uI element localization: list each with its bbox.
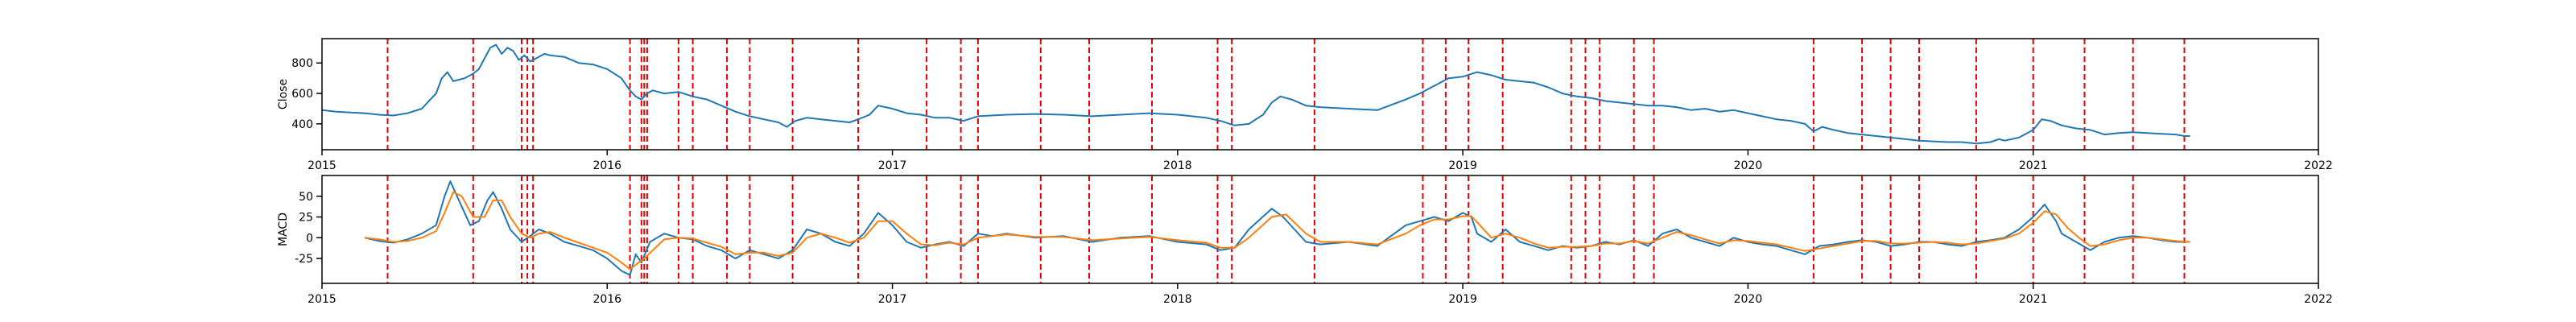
x-tick-label: 2022 [2304,293,2333,306]
x-tick-label: 2017 [878,293,907,306]
x-tick-label: 2021 [2019,159,2048,172]
y-tick-label: 0 [306,232,313,245]
y-tick-label: 50 [299,191,313,204]
y-tick-label: 400 [291,118,313,131]
x-tick-label: 2018 [1163,293,1192,306]
x-tick-label: 2016 [592,293,621,306]
macd-panel: 2015 2016 2017 2018 2019 2020 2021 2022 -25 0 25 50… [277,175,2333,306]
x-tick-label: 2018 [1163,159,1192,172]
series-line-0 [364,180,2190,276]
x-tick-label: 2020 [1734,293,1763,306]
y-tick-label: 25 [299,212,313,225]
axes-frame [321,38,2319,151]
x-tick-label: 2017 [878,159,907,172]
y-tick-label: 600 [291,88,313,101]
x-tick-label: 2022 [2304,159,2333,172]
y-axis-label: MACD [277,213,290,246]
y-tick-label: -25 [295,253,313,266]
x-tick-label: 2015 [308,159,336,172]
x-tick-label: 2021 [2019,293,2048,306]
series-line-0 [321,43,2190,145]
y-axis-label: Close [277,79,290,109]
x-tick-label: 2015 [308,293,336,306]
close-price-panel: 2015 2016 2017 2018 2019 2020 2021 2022 400 600 80… [277,38,2333,172]
axes-frame [321,175,2319,284]
x-tick-label: 2019 [1448,159,1477,172]
x-tick-label: 2016 [592,159,621,172]
y-tick-label: 800 [291,57,313,70]
x-tick-label: 2020 [1734,159,1763,172]
x-tick-label: 2019 [1448,293,1477,306]
series-line-1 [364,191,2190,270]
